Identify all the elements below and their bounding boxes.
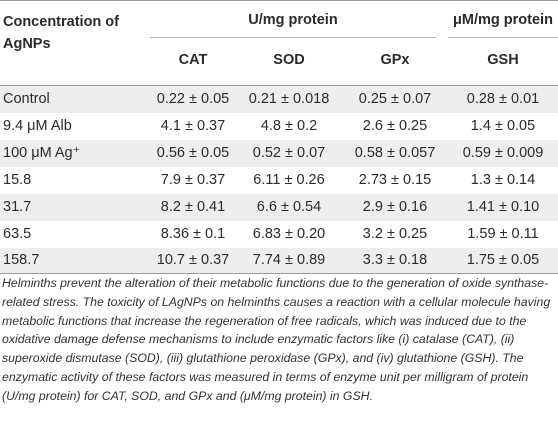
cell-sod: 0.52 ± 0.07 (252, 145, 326, 161)
cell-gsh: 1.4 ± 0.05 (470, 118, 536, 134)
cell-cat: 0.56 ± 0.05 (156, 145, 230, 161)
column-header-sod: SOD (273, 52, 305, 68)
cell-gpx: 3.3 ± 0.18 (362, 252, 428, 268)
row-stripe (0, 86, 558, 113)
row-stripe (0, 140, 558, 167)
cell-gsh: 1.59 ± 0.11 (467, 226, 539, 242)
group-underline-um (448, 37, 558, 38)
column-header-concentration: Concentration of AgNPs (3, 14, 119, 52)
cell-sod: 6.83 ± 0.20 (252, 226, 326, 242)
row-stripe (0, 194, 558, 221)
row-label: 63.5 (3, 226, 32, 242)
group-header-um-mg: μM/mg protein (453, 12, 553, 28)
cell-gsh: 1.75 ± 0.05 (466, 252, 540, 268)
row-stripe (0, 248, 558, 273)
cell-gpx: 2.6 ± 0.25 (362, 118, 428, 134)
cell-sod: 6.11 ± 0.26 (253, 172, 325, 188)
cell-gpx: 0.25 ± 0.07 (358, 91, 432, 107)
row-label: 31.7 (3, 199, 32, 215)
header-bottom-rule (0, 85, 558, 86)
row-label: 158.7 (3, 252, 40, 268)
cell-sod: 6.6 ± 0.54 (256, 199, 322, 215)
column-header-gpx: GPx (380, 52, 410, 68)
cell-gpx: 3.2 ± 0.25 (362, 226, 428, 242)
table-caption: Helminths prevent the alteration of thei… (2, 276, 551, 403)
column-header-cat: CAT (178, 52, 208, 68)
table-bottom-rule (0, 273, 558, 274)
table-top-rule (0, 0, 558, 1)
cell-gsh: 1.3 ± 0.14 (470, 172, 536, 188)
row-label: Control (3, 91, 50, 107)
cell-cat: 0.22 ± 0.05 (156, 91, 230, 107)
cell-cat: 8.2 ± 0.41 (160, 199, 226, 215)
cell-cat: 7.9 ± 0.37 (160, 172, 226, 188)
row-label: 100 μM Ag⁺ (3, 145, 81, 161)
cell-sod: 7.74 ± 0.89 (252, 252, 326, 268)
cell-gpx: 2.73 ± 0.15 (358, 172, 432, 188)
group-underline-u (150, 37, 436, 38)
cell-sod: 4.8 ± 0.2 (260, 118, 318, 134)
cell-gpx: 2.9 ± 0.16 (362, 199, 428, 215)
cell-gpx: 0.58 ± 0.057 (354, 145, 436, 161)
cell-gsh: 0.59 ± 0.009 (462, 145, 544, 161)
column-header-gsh: GSH (487, 52, 519, 68)
cell-sod: 0.21 ± 0.018 (248, 91, 330, 107)
cell-cat: 10.7 ± 0.37 (156, 252, 230, 268)
group-header-u-mg: U/mg protein (248, 12, 338, 28)
cell-gsh: 0.28 ± 0.01 (466, 91, 540, 107)
cell-cat: 4.1 ± 0.37 (160, 118, 226, 134)
row-label: 9.4 μM Alb (3, 118, 72, 134)
cell-gsh: 1.41 ± 0.10 (466, 199, 540, 215)
cell-cat: 8.36 ± 0.1 (160, 226, 226, 242)
row-label: 15.8 (3, 172, 32, 188)
